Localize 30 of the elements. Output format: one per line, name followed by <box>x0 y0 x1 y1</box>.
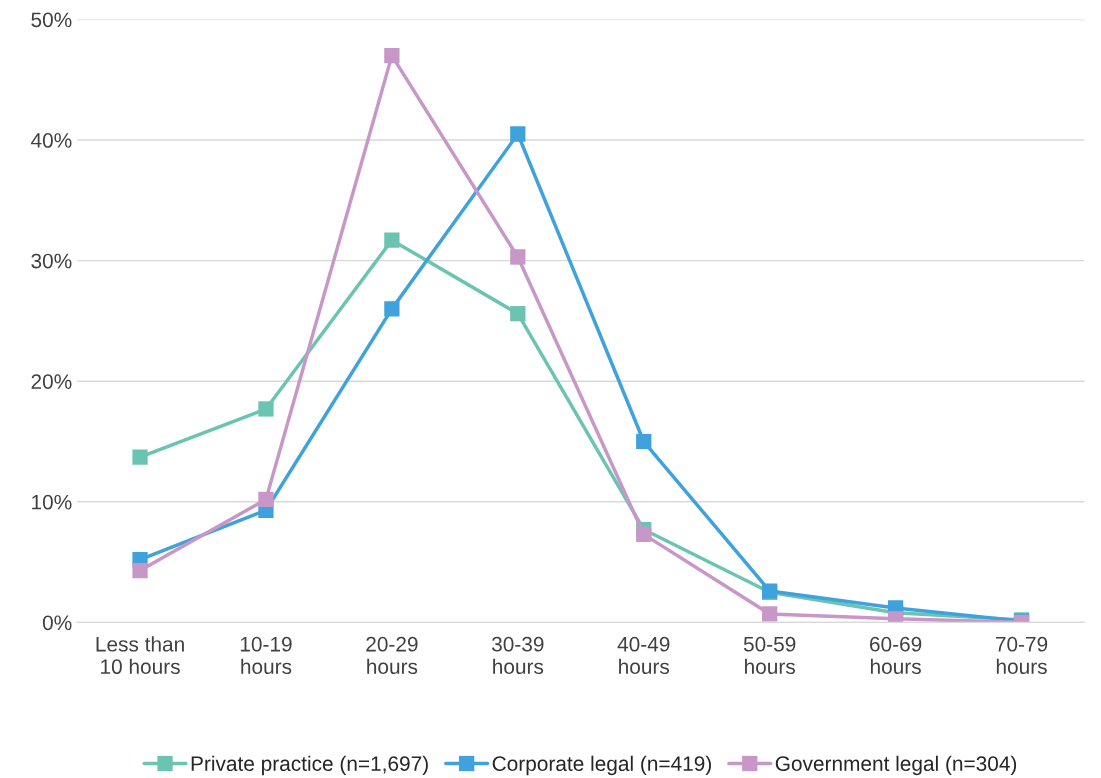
y-tick-label: 50% <box>31 12 72 28</box>
point <box>132 449 148 465</box>
x-tick-label: 70-79 hours <box>995 636 1048 675</box>
point <box>510 249 526 265</box>
point <box>510 126 526 142</box>
y-tick-label: 30% <box>31 253 72 269</box>
legend-label: Government legal (n=304) <box>775 755 1017 776</box>
x-tick-label: Less than 10 hours <box>96 636 184 675</box>
point <box>510 306 526 322</box>
point <box>132 562 148 579</box>
point <box>636 433 652 450</box>
x-tick-label: 50-59 hours <box>743 636 796 675</box>
point <box>384 301 400 317</box>
x-tick-label: 40-49 hours <box>617 636 670 675</box>
x-tick-label: 10-19 hours <box>240 636 292 675</box>
point <box>384 47 400 64</box>
point <box>636 526 652 543</box>
x-tick-label: 30-39 hours <box>491 636 544 675</box>
point <box>258 491 274 508</box>
point <box>258 401 274 417</box>
legend-label: Private practice (n=1,697) <box>191 755 428 776</box>
legend-label: Corporate legal (n=419) <box>492 755 711 776</box>
x-tick-label: 60-69 hours <box>870 636 922 675</box>
y-tick-label: 0% <box>42 615 72 631</box>
x-tick-label: 20-29 hours <box>366 636 418 675</box>
y-tick-label: 20% <box>31 374 72 389</box>
y-tick-label: 10% <box>32 494 72 510</box>
point <box>384 232 400 248</box>
point <box>762 606 778 622</box>
y-tick-label: 40% <box>30 133 72 148</box>
